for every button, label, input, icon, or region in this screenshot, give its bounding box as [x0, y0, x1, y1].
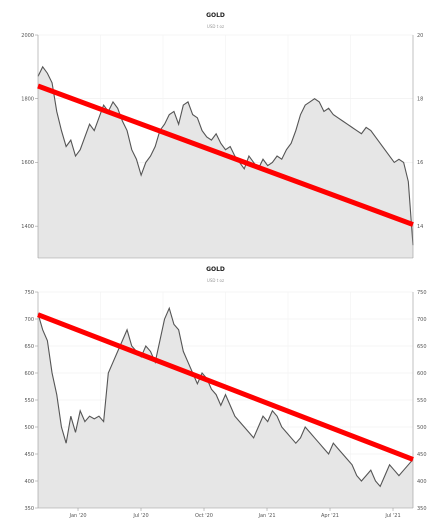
y-tick-label-right: 650	[417, 344, 427, 350]
chart-title: GOLD	[206, 12, 225, 19]
y-tick-label: 700	[24, 317, 34, 323]
y-tick-label-right: 16	[417, 160, 423, 166]
y-tick-label-right: 550	[417, 398, 427, 404]
x-tick-label: Jul '21	[384, 513, 400, 519]
trend-line	[37, 312, 414, 462]
y-tick-label: 350	[24, 506, 34, 512]
y-tick-label: 500	[24, 425, 34, 431]
y-tick-label-right: 600	[417, 371, 427, 377]
x-tick-label: Apr '21	[321, 513, 339, 519]
y-tick-label: 550	[24, 398, 34, 404]
y-tick-label: 400	[24, 479, 34, 485]
y-tick-label: 1400	[21, 224, 34, 230]
series-line	[37, 65, 414, 246]
y-tick-label: 750	[24, 290, 34, 296]
y-tick-label-right: 18	[417, 97, 423, 103]
y-tick-label: 2000	[21, 33, 34, 39]
chart-top: GOLD USD t oz 2000 20 1800 18 1600 16 1400 14	[21, 12, 423, 259]
y-tick-label: 650	[24, 344, 34, 350]
x-tick-label: Jan '21	[257, 513, 275, 519]
y-tick-label-right: 450	[417, 452, 427, 458]
chart-subtitle: USD t oz	[207, 24, 224, 29]
x-tick-label: Jan '20	[68, 513, 86, 519]
trend-line	[37, 83, 414, 227]
y-tick-label: 1800	[21, 97, 34, 103]
chart-bottom: GOLD USD t oz 750 750 700 700 650 650 600 600 550 5…	[24, 266, 426, 519]
chart-subtitle: USD t oz	[207, 278, 224, 283]
y-tick-label-right: 750	[417, 290, 427, 296]
y-tick-label-right: 500	[417, 425, 427, 431]
y-tick-label: 1600	[21, 160, 34, 166]
y-tick-label: 600	[24, 371, 34, 377]
y-tick-label-right: 700	[417, 317, 427, 323]
series-area	[38, 66, 413, 258]
series-line	[37, 306, 414, 488]
x-tick-label: Oct '20	[195, 513, 213, 519]
y-tick-label-right: 14	[417, 224, 423, 230]
y-tick-label-right: 20	[417, 33, 423, 39]
y-tick-label-right: 350	[417, 506, 427, 512]
x-tick-label: Jul '20	[132, 513, 148, 519]
series-area	[38, 308, 413, 508]
y-tick-label-right: 400	[417, 479, 427, 485]
y-tick-label: 450	[24, 452, 34, 458]
chart-title: GOLD	[206, 266, 225, 273]
